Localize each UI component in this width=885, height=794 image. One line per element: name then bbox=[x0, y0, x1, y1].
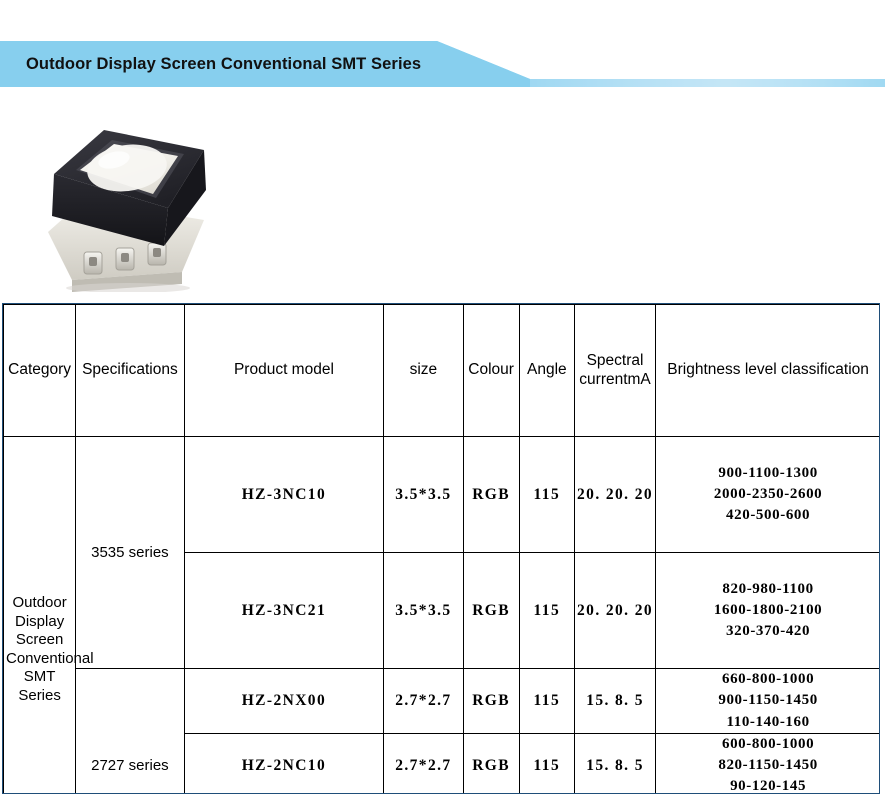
header-specifications: Specifications bbox=[75, 304, 185, 437]
table-header-row: Category Specifications Product model si… bbox=[3, 304, 879, 437]
cell-size: 2.7*2.7 bbox=[383, 732, 464, 793]
cell-angle: 115 bbox=[518, 732, 575, 793]
table-row: 2727 series HZ-2NX00 2.7*2.7 RGB 115 15.… bbox=[4, 668, 879, 793]
led-package-illustration bbox=[48, 130, 206, 292]
cell-model: HZ-2NC10 bbox=[183, 732, 385, 793]
page-banner: Outdoor Display Screen Conventional SMT … bbox=[0, 41, 885, 87]
cell-model: HZ-3NC10 bbox=[183, 436, 385, 553]
table-row: Outdoor Display Screen Conventional SMT … bbox=[3, 436, 879, 793]
cell-brightness: 900-1100-1300 2000-2350-2600 420-500-600 bbox=[655, 436, 879, 553]
cell-angle: 115 bbox=[518, 668, 575, 734]
specification-table: Category Specifications Product model si… bbox=[3, 304, 879, 793]
banner-background-shape bbox=[0, 41, 885, 87]
cell-size: 3.5*3.5 bbox=[383, 552, 464, 669]
cell-angle: 115 bbox=[518, 552, 575, 669]
product-photo bbox=[32, 112, 232, 292]
header-product-model: Product model bbox=[183, 304, 385, 437]
cell-category: Outdoor Display Screen Conventional SMT … bbox=[3, 436, 94, 793]
cell-brightness: 660-800-1000 900-1150-1450 110-140-160 bbox=[655, 668, 879, 734]
cell-size: 3.5*3.5 bbox=[383, 436, 464, 553]
header-brightness-level: Brightness level classification bbox=[655, 304, 879, 437]
cell-series-3535: 3535 series bbox=[75, 436, 185, 669]
header-size: size bbox=[383, 304, 464, 437]
table-row: HZ-2NC10 2.7*2.7 RGB 115 15. 8. 5 600-80… bbox=[4, 732, 879, 793]
cell-colour: RGB bbox=[462, 732, 520, 793]
cell-current: 15. 8. 5 bbox=[573, 668, 657, 734]
cell-colour: RGB bbox=[462, 552, 520, 669]
cell-series-2727: 2727 series bbox=[75, 668, 185, 793]
cell-current: 20. 20. 20 bbox=[573, 436, 657, 553]
cell-current: 15. 8. 5 bbox=[573, 732, 657, 793]
table-row: HZ-3NC21 3.5*3.5 RGB 115 20. 20. 20 820-… bbox=[4, 552, 879, 669]
cell-brightness: 820-980-1100 1600-1800-2100 320-370-420 bbox=[655, 552, 879, 669]
cell-colour: RGB bbox=[462, 668, 520, 734]
banner-title: Outdoor Display Screen Conventional SMT … bbox=[26, 55, 422, 73]
cell-angle: 115 bbox=[518, 436, 575, 553]
cell-model: HZ-2NX00 bbox=[183, 668, 385, 734]
cell-current: 20. 20. 20 bbox=[573, 552, 657, 669]
cell-colour: RGB bbox=[462, 436, 520, 553]
specification-table-container: Category Specifications Product model si… bbox=[2, 303, 880, 794]
header-category: Category bbox=[3, 304, 77, 437]
cell-model: HZ-3NC21 bbox=[183, 552, 385, 669]
header-colour: Colour bbox=[462, 304, 520, 437]
header-spectral-current: Spectral currentmA bbox=[573, 304, 657, 437]
cell-brightness: 600-800-1000 820-1150-1450 90-120-145 bbox=[655, 732, 879, 793]
header-angle: Angle bbox=[518, 304, 575, 437]
cell-size: 2.7*2.7 bbox=[383, 668, 464, 734]
